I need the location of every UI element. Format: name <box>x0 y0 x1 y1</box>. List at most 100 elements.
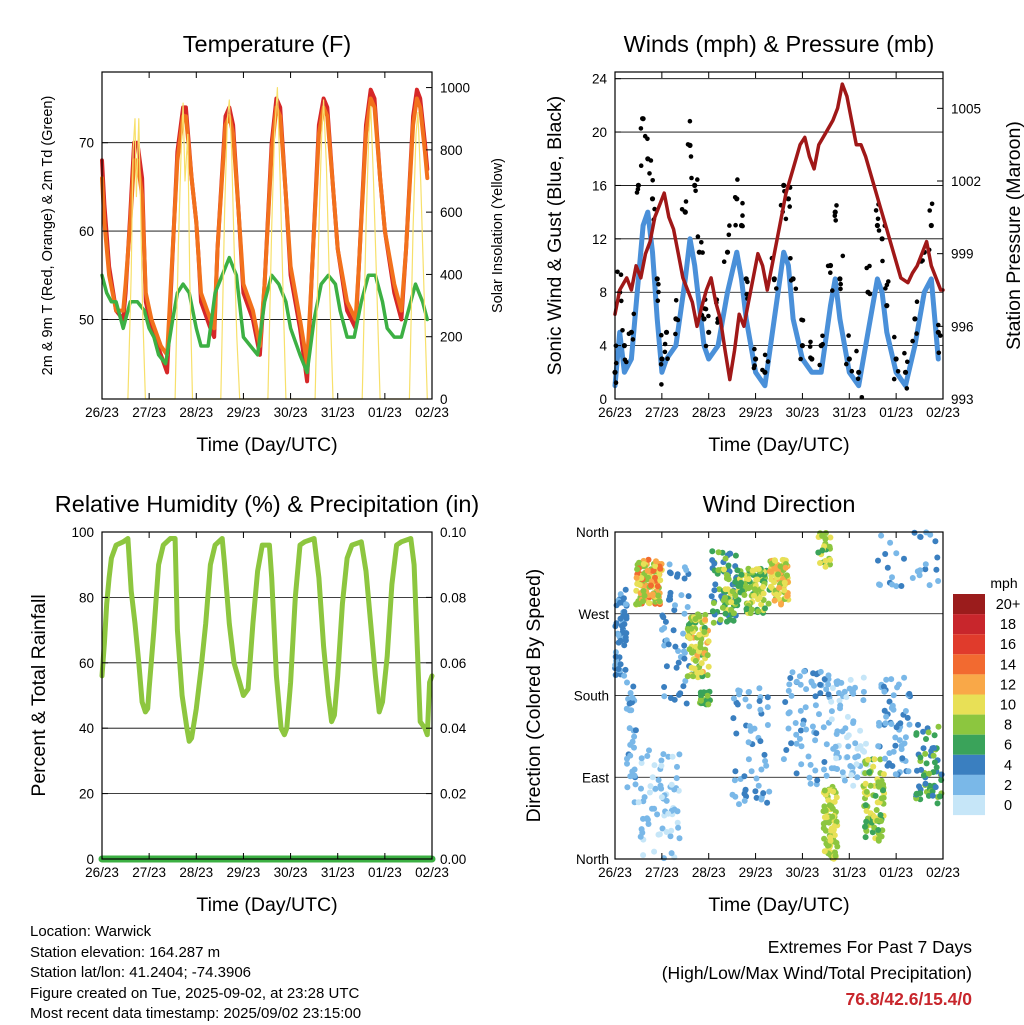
direction-point <box>877 582 883 588</box>
direction-point <box>806 774 813 781</box>
y-tick-label: 12 <box>592 232 607 247</box>
gust-point <box>771 277 777 283</box>
direction-point <box>881 688 888 695</box>
direction-point <box>638 755 645 762</box>
direction-point <box>654 583 661 590</box>
direction-point <box>932 784 939 791</box>
direction-point <box>860 674 867 681</box>
gust-point <box>655 298 661 304</box>
gust-point <box>721 259 727 265</box>
direction-point <box>658 757 665 764</box>
y2-tick-label: 800 <box>440 143 463 158</box>
direction-point <box>878 532 885 539</box>
direction-point <box>892 742 899 749</box>
direction-point <box>800 721 806 728</box>
direction-point <box>747 727 754 734</box>
direction-point <box>833 731 840 737</box>
x-tick-label: 02/23 <box>926 865 960 880</box>
direction-point <box>675 659 682 666</box>
direction-point <box>812 737 819 744</box>
direction-point <box>785 687 792 694</box>
direction-point <box>681 610 688 617</box>
direction-point <box>681 649 688 656</box>
direction-point <box>649 591 656 598</box>
y-tick-label: 16 <box>592 178 607 193</box>
direction-point <box>764 722 771 728</box>
direction-point <box>641 794 648 801</box>
y2-tick-label: 1000 <box>440 81 470 96</box>
direction-point <box>889 574 895 581</box>
direction-point <box>812 702 819 709</box>
direction-point <box>649 774 656 781</box>
gust-point <box>703 306 709 312</box>
y2-tick-label: 0.06 <box>440 656 466 671</box>
gust-point <box>787 204 792 209</box>
gust-point <box>884 303 890 309</box>
direction-point <box>672 643 679 650</box>
direction-point <box>624 784 631 791</box>
direction-point <box>813 730 820 737</box>
direction-point <box>904 714 911 721</box>
direction-point <box>671 607 678 614</box>
direction-point <box>788 692 795 699</box>
direction-point <box>685 593 692 600</box>
direction-point <box>798 761 805 768</box>
y2-tick-label: 200 <box>440 330 463 345</box>
direction-point <box>674 763 680 770</box>
y-tick-label: 8 <box>599 285 607 300</box>
direction-point <box>748 606 755 613</box>
direction-point <box>632 727 639 734</box>
gust-point <box>648 158 654 163</box>
direction-point <box>724 572 731 579</box>
gust-point <box>695 177 700 182</box>
direction-point <box>671 786 678 793</box>
direction-point <box>935 578 942 584</box>
gust-point <box>635 187 641 192</box>
direction-point <box>675 824 682 831</box>
direction-point <box>626 725 633 732</box>
direction-point <box>761 751 768 758</box>
direction-point <box>825 681 832 688</box>
legend-swatch <box>953 734 985 755</box>
direction-point <box>617 599 623 606</box>
direction-point <box>657 782 664 789</box>
gust-point <box>638 163 644 168</box>
direction-point <box>827 834 834 841</box>
direction-point <box>638 575 645 581</box>
y2-tick-label: 0.10 <box>440 525 466 540</box>
gust-point <box>665 356 670 362</box>
legend-swatch <box>953 694 985 715</box>
direction-point <box>652 785 659 792</box>
gust-point <box>735 177 740 182</box>
direction-point <box>764 704 771 711</box>
direction-point <box>780 756 787 763</box>
direction-point <box>732 768 739 775</box>
direction-point <box>748 768 755 775</box>
gust-point <box>905 359 910 365</box>
direction-point <box>649 567 656 574</box>
direction-point <box>828 827 835 834</box>
direction-point <box>659 825 666 832</box>
direction-point <box>889 702 896 709</box>
direction-point <box>741 797 748 804</box>
direction-point <box>841 777 848 784</box>
direction-point <box>796 673 803 680</box>
direction-point <box>933 764 940 771</box>
direction-point <box>880 771 887 778</box>
direction-point <box>829 805 836 812</box>
direction-point <box>681 655 688 662</box>
gust-point <box>659 332 664 338</box>
direction-point <box>898 583 905 589</box>
direction-point <box>844 734 850 741</box>
x-tick-label: 28/23 <box>179 865 213 880</box>
direction-point <box>931 732 938 739</box>
direction-point <box>743 605 750 612</box>
direction-point <box>705 663 712 670</box>
direction-point <box>828 716 835 723</box>
direction-point <box>698 697 704 704</box>
direction-point <box>820 808 827 815</box>
y2-tick-label: 0.02 <box>440 787 466 802</box>
direction-point <box>659 626 665 633</box>
direction-point <box>725 562 732 569</box>
